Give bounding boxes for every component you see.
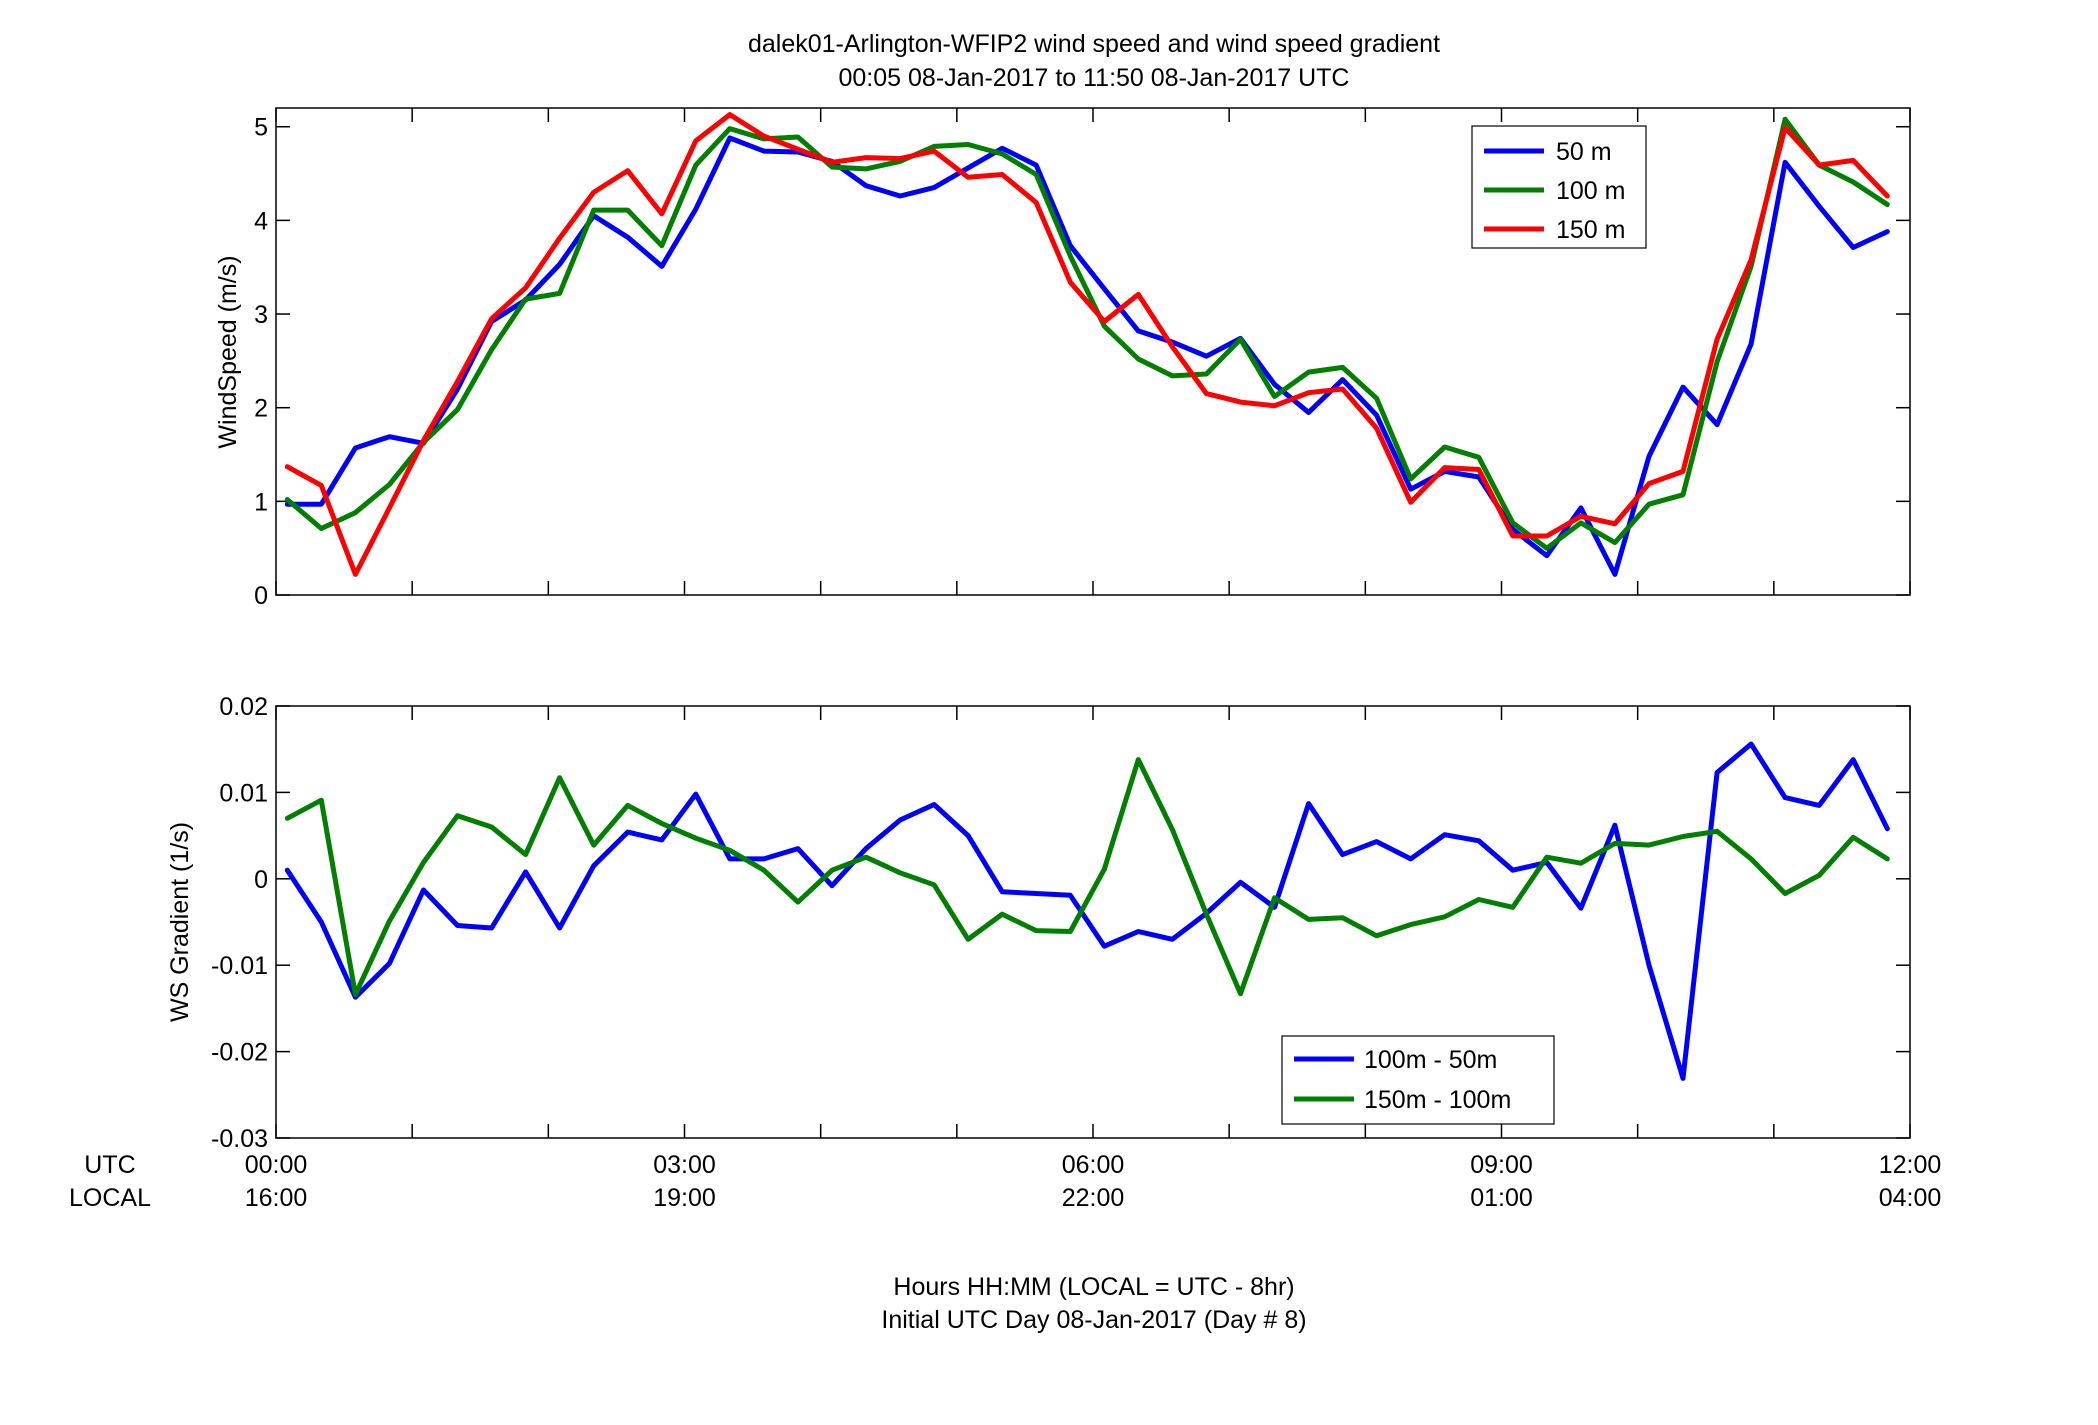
- windspeed-ytick-label: 3: [254, 301, 268, 329]
- x-tick-labels: 00:00 16:00 03:00 19:00 06:00 22:00 09:00 01:00…: [245, 1151, 1942, 1212]
- x-tick-label-local: 19:00: [653, 1184, 716, 1212]
- gradient-ytick-label: 0.01: [219, 779, 268, 807]
- x-tick-label-utc: 03:00: [653, 1151, 716, 1179]
- windspeed-ylabel: WindSpeed (m/s): [214, 255, 242, 448]
- gradient-legend-box: [1281, 1035, 1555, 1125]
- xlabel-line-1: Hours HH:MM (LOCAL = UTC - 8hr): [893, 1273, 1294, 1301]
- gradient-ytick-label: -0.02: [211, 1039, 268, 1067]
- windspeed-series-line-100m: [284, 116, 1890, 551]
- gradient-ytick-label: -0.01: [211, 952, 268, 980]
- windspeed-legend: 50 m 100 m 150 m: [1471, 125, 1647, 249]
- windspeed-ytick-label: 2: [254, 395, 268, 423]
- gradient-ylabel: WS Gradient (1/s): [166, 822, 194, 1022]
- windspeed-ticks: 0 1 2 3 4 5: [254, 108, 1911, 610]
- x-tick-label-utc: 06:00: [1062, 1151, 1125, 1179]
- windspeed-ytick-label: 0: [254, 582, 268, 610]
- gradient-legend: 100m - 50m 150m - 100m: [1281, 1035, 1555, 1125]
- windspeed-axes-box: [275, 107, 1911, 596]
- legend-label-150m-100m: 150m - 100m: [1364, 1086, 1511, 1114]
- gradient-panel: -0.03 -0.02 -0.01 0 0.01 0.02 WS Gradient (1/…: [166, 693, 1911, 1153]
- row-label-local: LOCAL: [69, 1184, 151, 1212]
- windspeed-series-line-50m: [284, 135, 1890, 577]
- legend-label-100m: 100 m: [1556, 177, 1625, 205]
- row-label-utc: UTC: [84, 1151, 135, 1179]
- x-tick-label-local: 16:00: [245, 1184, 308, 1212]
- x-tick-label-utc: 09:00: [1470, 1151, 1533, 1179]
- windspeed-ytick-label: 1: [254, 488, 268, 516]
- gradient-ticks: -0.03 -0.02 -0.01 0 0.01 0.02: [211, 693, 1911, 1153]
- legend-label-150m: 150 m: [1556, 216, 1625, 244]
- gradient-series-line-100m-50m: [284, 741, 1890, 1081]
- title-line-2: 00:05 08-Jan-2017 to 11:50 08-Jan-2017 U…: [839, 64, 1350, 92]
- windspeed-ytick-label: 4: [254, 207, 268, 235]
- windspeed-series-line-150m: [284, 112, 1890, 577]
- legend-label-50m: 50 m: [1556, 138, 1612, 166]
- title-line-1: dalek01-Arlington-WFIP2 wind speed and w…: [748, 30, 1440, 58]
- x-tick-label-local: 04:00: [1879, 1184, 1942, 1212]
- x-tick-label-utc: 00:00: [245, 1151, 308, 1179]
- gradient-ytick-label: 0: [254, 866, 268, 894]
- gradient-ytick-label: -0.03: [211, 1125, 268, 1153]
- gradient-axes-box: [275, 705, 1911, 1139]
- windspeed-lines: [284, 112, 1890, 577]
- x-tick-label-local: 01:00: [1470, 1184, 1533, 1212]
- gradient-series-line-150m-100m: [284, 757, 1890, 998]
- x-tick-label-local: 22:00: [1062, 1184, 1125, 1212]
- windspeed-ytick-label: 5: [254, 114, 268, 142]
- legend-label-100m-50m: 100m - 50m: [1364, 1046, 1497, 1074]
- x-tick-label-utc: 12:00: [1879, 1151, 1942, 1179]
- windspeed-panel: 0 1 2 3 4 5 WindSpeed (m/s) 50 m 100 m 150 m: [214, 107, 1911, 610]
- xlabel-line-2: Initial UTC Day 08-Jan-2017 (Day # 8): [881, 1306, 1306, 1334]
- gradient-ytick-label: 0.02: [219, 693, 268, 721]
- gradient-lines: [284, 741, 1890, 1081]
